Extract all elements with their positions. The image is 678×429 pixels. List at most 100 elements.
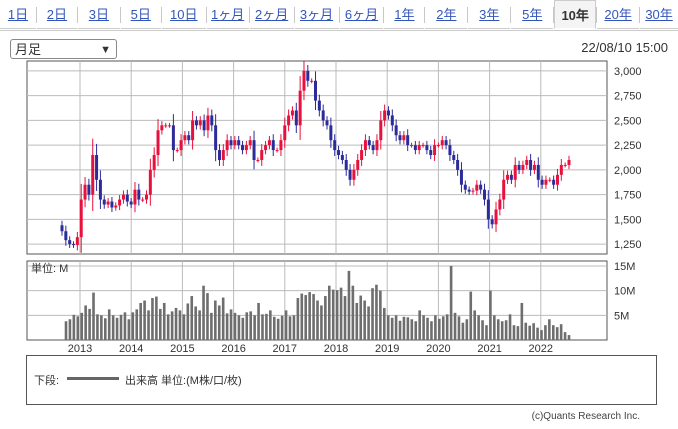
volume-bar: [76, 316, 80, 340]
candle-body: [448, 145, 452, 156]
legend-volume-swatch: [67, 377, 119, 380]
volume-bar: [351, 285, 355, 340]
x-tick-label: 2021: [477, 343, 501, 355]
volume-bar: [367, 306, 370, 340]
volume-bar: [477, 315, 480, 340]
tab-12[interactable]: 5年: [511, 0, 554, 29]
tab-separator: [205, 7, 207, 23]
candle-body: [229, 140, 233, 146]
candle-body: [410, 145, 414, 147]
tab-3[interactable]: 5日: [120, 0, 161, 29]
volume-bar: [461, 322, 465, 340]
period-select[interactable]: 月足 ▼: [10, 39, 117, 59]
volume-bar: [426, 317, 429, 340]
candle-body: [256, 159, 260, 161]
candle-body: [536, 164, 540, 180]
volume-bar: [292, 315, 296, 340]
volume-bar: [245, 312, 249, 340]
volume-bar: [151, 298, 154, 340]
volume-bar: [339, 287, 343, 340]
volume-bar: [559, 324, 563, 340]
volume-bar: [493, 315, 496, 340]
candle-body: [95, 155, 99, 180]
candle-body: [214, 125, 218, 151]
volume-bar: [92, 292, 95, 340]
tab-separator: [35, 7, 37, 23]
volume-bar: [434, 315, 437, 340]
candle-body: [252, 140, 256, 160]
tab-6[interactable]: 2ヶ月: [249, 0, 294, 29]
candle-body: [217, 150, 221, 160]
volume-bar: [96, 314, 99, 340]
volume-bar: [84, 305, 87, 340]
price-tick-label: 3,000: [614, 66, 642, 78]
candle-body: [72, 244, 76, 246]
tab-7[interactable]: 3ヶ月: [294, 0, 339, 29]
volume-unit-label: 単位: M: [31, 261, 68, 275]
candle-body: [325, 120, 329, 126]
tab-0[interactable]: 1日: [0, 0, 36, 29]
volume-bar: [159, 308, 162, 340]
volume-bar: [64, 321, 68, 340]
volume-bar: [225, 313, 229, 340]
candle-body: [483, 189, 486, 200]
tab-4[interactable]: 10日: [161, 0, 206, 29]
volume-bar: [469, 291, 473, 340]
tab-2[interactable]: 3日: [77, 0, 120, 29]
tab-11[interactable]: 3年: [468, 0, 511, 29]
tab-15[interactable]: 30年: [640, 0, 678, 29]
x-tick-label: 2019: [375, 343, 399, 355]
volume-bar: [115, 317, 119, 340]
candle-body: [467, 189, 471, 192]
volume-bar: [406, 317, 410, 340]
volume-bar: [430, 321, 433, 340]
candle-body: [379, 120, 383, 141]
candle-body: [91, 155, 95, 195]
volume-bar: [496, 319, 500, 340]
candle-body: [75, 237, 79, 246]
price-tick-label: 1,750: [614, 190, 642, 202]
volume-bar: [402, 316, 406, 340]
candle-body: [60, 225, 64, 232]
candle-body: [267, 140, 271, 146]
tab-separator: [596, 7, 598, 23]
x-tick-label: 2016: [221, 343, 245, 355]
tab-separator: [119, 7, 121, 23]
volume-bar: [398, 320, 402, 340]
candle-body: [279, 140, 283, 151]
candle-body: [183, 135, 187, 141]
candle-body: [402, 135, 406, 141]
price-tick-label: 1,250: [614, 239, 642, 251]
volume-bar: [237, 315, 241, 340]
candle-body: [187, 135, 191, 141]
candle-body: [360, 150, 364, 160]
tab-14[interactable]: 20年: [597, 0, 640, 29]
tab-separator: [639, 7, 641, 23]
candle-body: [302, 70, 306, 91]
volume-bar: [551, 325, 555, 340]
volume-bar: [548, 319, 551, 340]
volume-bar: [206, 293, 209, 340]
volume-bar: [524, 322, 528, 340]
candle-body: [390, 115, 394, 126]
volume-bar: [229, 309, 233, 340]
x-tick-label: 2013: [68, 343, 92, 355]
volume-bar: [100, 315, 103, 340]
tab-9[interactable]: 1年: [384, 0, 425, 29]
candle-body: [110, 201, 114, 208]
tab-13[interactable]: 10年: [554, 0, 597, 29]
tab-10[interactable]: 2年: [425, 0, 468, 29]
volume-bar: [371, 288, 374, 340]
candle-body: [198, 120, 202, 126]
candle-body: [118, 199, 122, 206]
tab-8[interactable]: 6ヶ月: [339, 0, 384, 29]
candle-body: [87, 184, 91, 195]
candle-body: [440, 140, 444, 146]
candle-body: [529, 159, 533, 170]
candle-body: [348, 169, 352, 180]
tab-1[interactable]: 2日: [36, 0, 77, 29]
tab-5[interactable]: 1ヶ月: [206, 0, 249, 29]
candle-body: [210, 115, 214, 126]
period-tabs: 1日 2日 3日 5日 10日 1ヶ月 2ヶ月 3ヶ月 6ヶ月 1年 2年 3年 5年 10年 20年 30年: [0, 0, 678, 30]
